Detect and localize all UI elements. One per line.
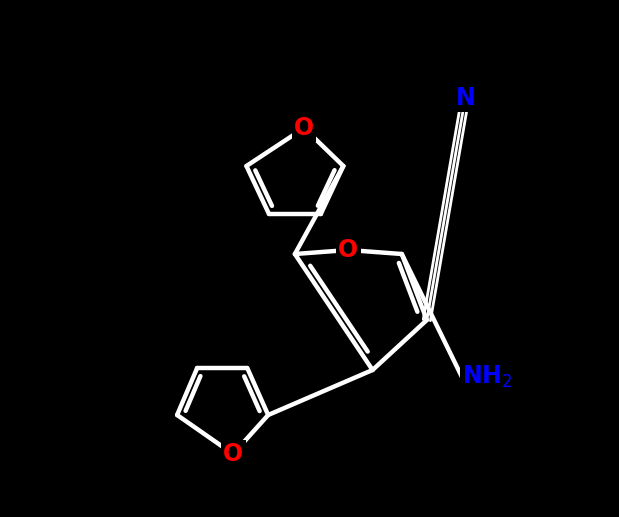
Text: O: O (223, 442, 243, 466)
Text: N: N (456, 86, 475, 110)
Text: O: O (338, 238, 358, 262)
Text: NH$_2$: NH$_2$ (462, 364, 512, 390)
Text: O: O (294, 116, 314, 140)
